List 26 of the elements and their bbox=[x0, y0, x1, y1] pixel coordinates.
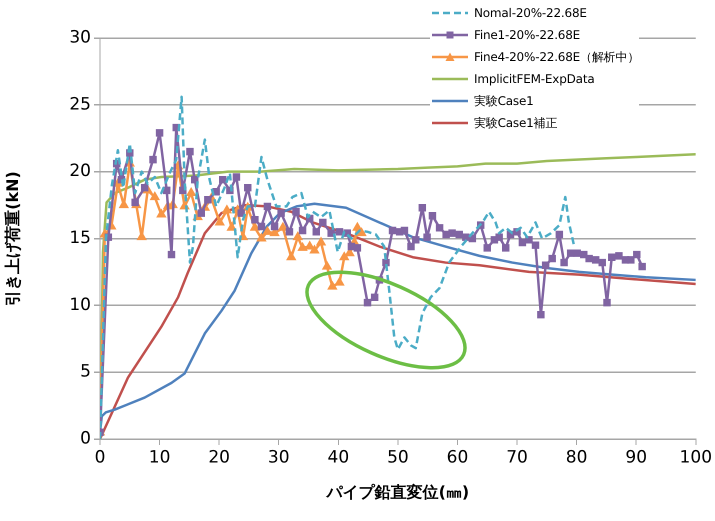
x-tick-label: 90 bbox=[625, 448, 648, 468]
y-tick-label: 20 bbox=[69, 161, 91, 182]
y-tick-label: 25 bbox=[69, 94, 91, 114]
x-tick-label: 0 bbox=[94, 448, 106, 468]
legend-label: Nomal-20%-22.68E bbox=[474, 6, 587, 20]
legend-label: ImplicitFEM-ExpData bbox=[474, 72, 594, 86]
y-tick-label: 30 bbox=[69, 27, 91, 48]
y-tick-label: 10 bbox=[69, 294, 91, 315]
x-tick-label: 10 bbox=[148, 448, 170, 468]
y-tick-label: 15 bbox=[69, 228, 91, 248]
legend-label: 実験Case1 bbox=[474, 92, 534, 110]
x-axis-title: パイプ鉛直変位(㎜) bbox=[326, 482, 470, 502]
x-tick-label: 40 bbox=[327, 448, 350, 468]
x-tick-label: 50 bbox=[387, 448, 409, 468]
x-tick-label: 60 bbox=[446, 448, 468, 468]
y-axis-title: 引き上げ荷重(kN) bbox=[2, 171, 22, 306]
y-tick-label: 5 bbox=[80, 362, 91, 382]
legend-label: Fine4-20%-22.68E（解析中） bbox=[474, 48, 640, 66]
x-tick-label: 100 bbox=[680, 448, 712, 468]
x-tick-label: 30 bbox=[268, 448, 290, 468]
x-tick-label: 20 bbox=[208, 448, 230, 468]
legend-label: 実験Case1補正 bbox=[474, 114, 558, 132]
x-tick-label: 70 bbox=[506, 448, 528, 468]
x-tick-label: 80 bbox=[566, 448, 588, 468]
legend-label: Fine1-20%-22.68E bbox=[474, 28, 580, 42]
y-tick-label: 0 bbox=[80, 428, 91, 448]
